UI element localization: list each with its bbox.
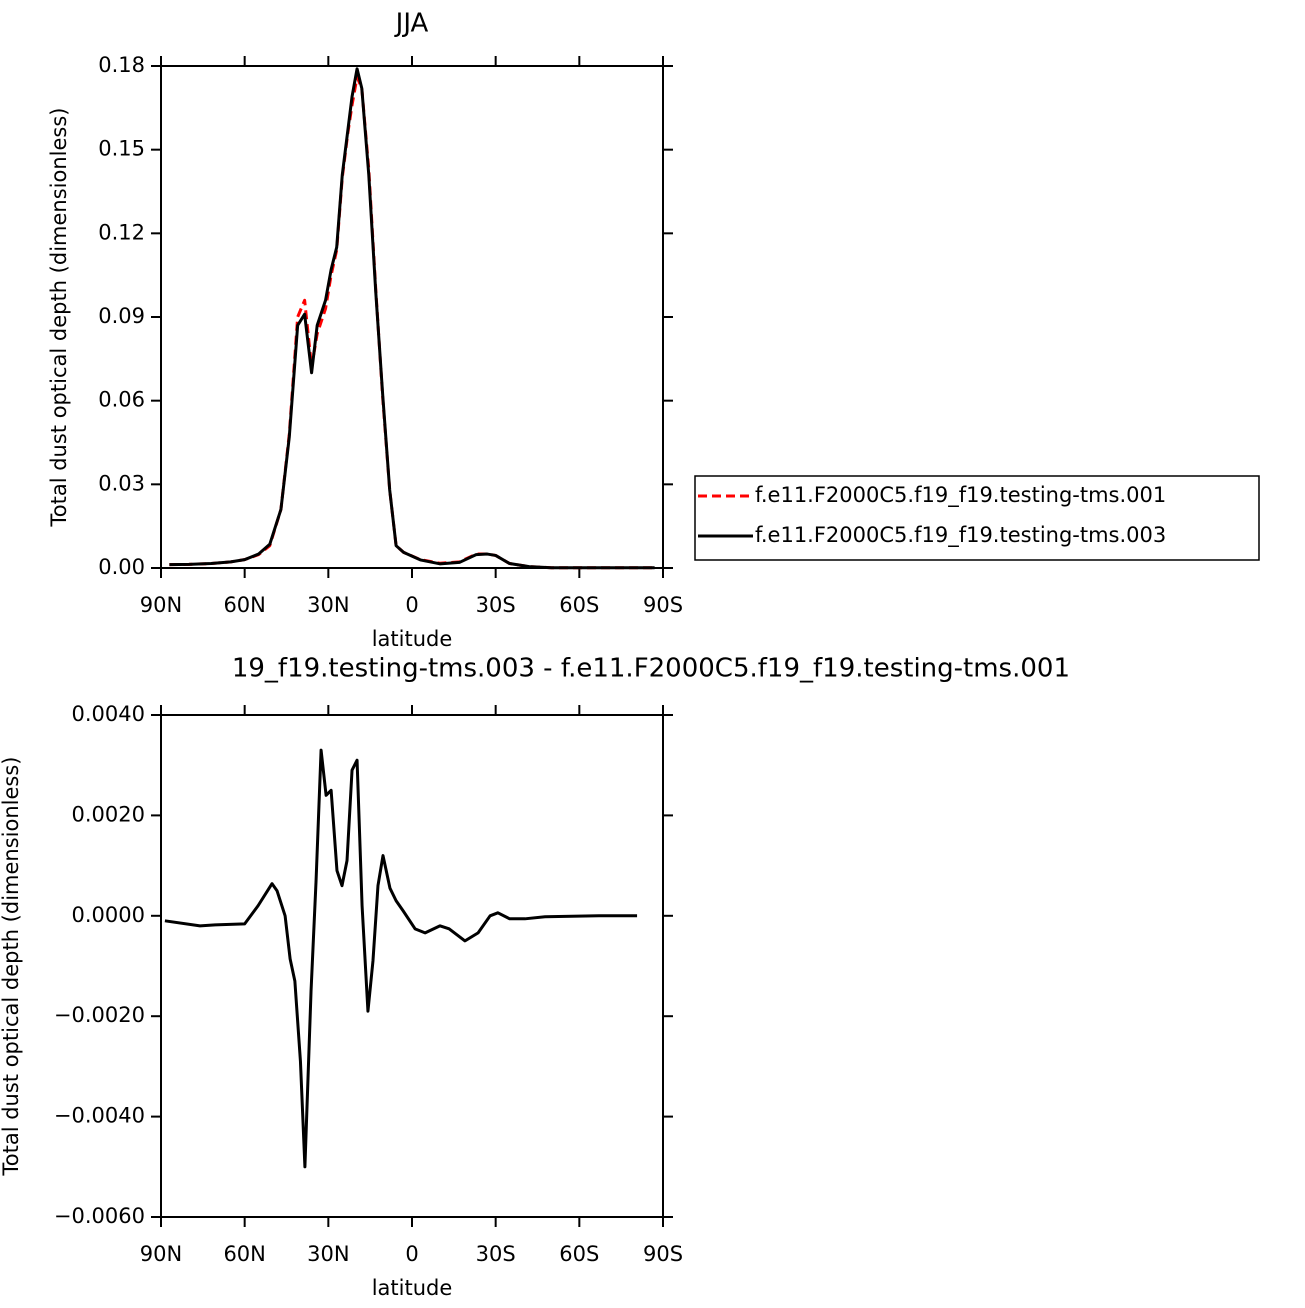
x-tick-label: 60S xyxy=(559,593,599,617)
y-tick-label: 0.00 xyxy=(98,555,145,579)
chart-title: 19_f19.testing-tms.003 - f.e11.F2000C5.f… xyxy=(232,654,1070,684)
series-line xyxy=(169,67,655,570)
series-line xyxy=(164,748,638,1169)
plot-frame xyxy=(160,65,664,569)
x-tick-label: 90S xyxy=(643,593,683,617)
y-tick-label: 0.18 xyxy=(98,53,145,77)
x-tick-label: 90N xyxy=(140,593,182,617)
legend-box xyxy=(694,475,1260,561)
x-axis-title: latitude xyxy=(372,627,453,651)
x-tick-label: 90N xyxy=(140,1242,182,1266)
y-axis-title: Total dust optical depth (dimensionless) xyxy=(0,757,23,1177)
y-tick-label: 0.0020 xyxy=(72,802,145,826)
x-tick-label: 0 xyxy=(405,593,418,617)
y-tick-label: 0.06 xyxy=(98,388,145,412)
plot-frame xyxy=(160,714,664,1218)
y-tick-label: 0.15 xyxy=(98,137,145,161)
x-tick-label: 30N xyxy=(307,1242,349,1266)
x-tick-label: 30S xyxy=(476,1242,516,1266)
y-tick-label: 0.09 xyxy=(98,304,145,328)
y-tick-label: −0.0040 xyxy=(54,1104,145,1128)
x-tick-label: 90S xyxy=(643,1242,683,1266)
x-tick-label: 0 xyxy=(405,1242,418,1266)
y-tick-label: 0.0000 xyxy=(72,903,145,927)
y-tick-label: −0.0020 xyxy=(54,1003,145,1027)
y-tick-label: 0.03 xyxy=(98,471,145,495)
series-line xyxy=(169,75,655,570)
y-tick-label: −0.0060 xyxy=(54,1204,145,1228)
y-axis-title: Total dust optical depth (dimensionless) xyxy=(47,108,71,528)
x-axis-title: latitude xyxy=(372,1276,453,1300)
legend-label: f.e11.F2000C5.f19_f19.testing-tms.003 xyxy=(755,523,1166,548)
y-tick-label: 0.12 xyxy=(98,220,145,244)
chart-title: JJA xyxy=(394,9,429,39)
legend-label: f.e11.F2000C5.f19_f19.testing-tms.001 xyxy=(755,483,1166,508)
x-tick-label: 30S xyxy=(476,593,516,617)
x-tick-label: 60S xyxy=(559,1242,599,1266)
x-tick-label: 60N xyxy=(223,593,265,617)
x-tick-label: 30N xyxy=(307,593,349,617)
x-tick-label: 60N xyxy=(223,1242,265,1266)
y-tick-label: 0.0040 xyxy=(72,702,145,726)
